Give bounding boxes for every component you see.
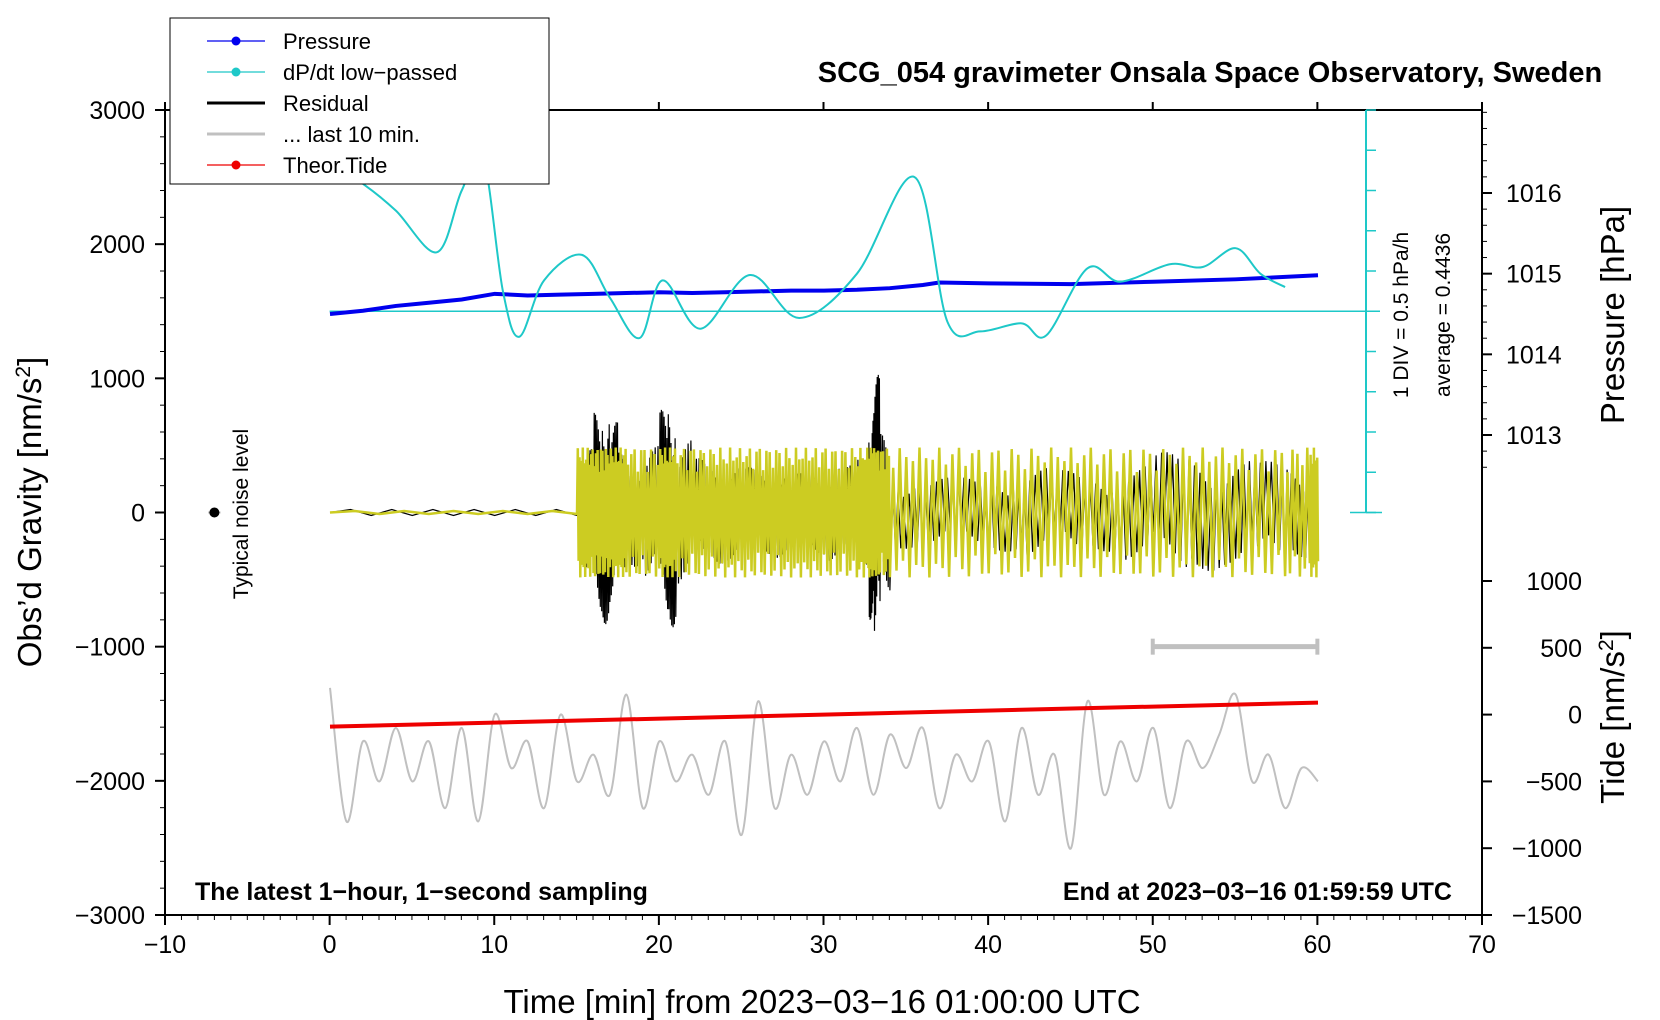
x-tick-label: 40 xyxy=(974,931,1002,959)
series-line--last-10-min- xyxy=(329,687,1319,850)
dpdt-scale-label: 1 DIV = 0.5 hPa/h xyxy=(1390,232,1413,398)
x-tick-label: 10 xyxy=(480,931,508,959)
y-tick-label: −1000 xyxy=(75,634,145,662)
y-tick-label: 2000 xyxy=(89,231,145,259)
tide-tick-label: −500 xyxy=(1526,768,1582,796)
noise-level-label: Typical noise level xyxy=(230,429,253,599)
dpdt-average-label: average = 0.4436 xyxy=(1432,233,1455,397)
x-axis-ticks: −10 0 10 20 30 40 50 60 70 xyxy=(144,102,1496,959)
y-axis-title-left: Obs’d Gravity [nm/s2] xyxy=(11,357,48,668)
tide-axis-ticks: 1000 500 0 −500 −1000 −1500 xyxy=(1482,568,1582,930)
legend-label: Residual xyxy=(283,91,369,116)
pressure-axis-ticks: 1016 1015 1014 1013 xyxy=(1482,111,1562,468)
legend-marker xyxy=(231,67,241,77)
legend-marker xyxy=(231,36,241,46)
footer-right-label: End at 2023−03−16 01:59:59 UTC xyxy=(1063,878,1452,906)
legend: Pressure dP/dt low−passed Residual ... last… xyxy=(169,17,550,185)
legend-marker xyxy=(231,160,241,170)
legend-label: Theor.Tide xyxy=(283,153,387,178)
tide-tick-label: 500 xyxy=(1540,635,1582,663)
y-axis-ticks: 3000 2000 1000 0 −1000 −2000 −3000 xyxy=(75,97,165,930)
data-series xyxy=(208,152,1320,850)
legend-label: dP/dt low−passed xyxy=(283,60,457,85)
x-tick-label: 60 xyxy=(1303,931,1331,959)
x-tick-label: 50 xyxy=(1139,931,1167,959)
pressure-tick-label: 1013 xyxy=(1506,422,1562,450)
y-tick-label: −2000 xyxy=(75,768,145,796)
x-tick-label: 30 xyxy=(810,931,838,959)
y-tick-label: 3000 xyxy=(89,97,145,125)
y-tick-label: 0 xyxy=(131,500,145,528)
tide-tick-label: −1000 xyxy=(1512,835,1582,863)
footer-left-label: The latest 1−hour, 1−second sampling xyxy=(195,878,648,906)
pressure-tick-label: 1016 xyxy=(1506,180,1562,208)
x-tick-label: 20 xyxy=(645,931,673,959)
x-tick-label: 70 xyxy=(1468,931,1496,959)
pressure-tick-label: 1014 xyxy=(1506,341,1562,369)
residual-filtered-line xyxy=(329,447,1320,578)
legend-box xyxy=(169,17,550,185)
y-tick-label: 1000 xyxy=(89,365,145,393)
series-line-pressure xyxy=(329,273,1319,316)
legend-label: ... last 10 min. xyxy=(283,122,420,147)
tide-tick-label: 1000 xyxy=(1526,568,1582,596)
y-axis-title-pressure: Pressure [hPa] xyxy=(1594,206,1631,424)
y-tick-label: −3000 xyxy=(75,902,145,930)
x-tick-label: 0 xyxy=(323,931,337,959)
chart-title: SCG_054 gravimeter Onsala Space Observat… xyxy=(818,57,1602,89)
tide-tick-label: −1500 xyxy=(1512,902,1582,930)
series-line-theor-tide xyxy=(329,700,1319,729)
noise-marker xyxy=(209,507,220,518)
pressure-tick-label: 1015 xyxy=(1506,261,1562,289)
legend-label: Pressure xyxy=(283,29,371,54)
dpdt-scale-axis xyxy=(329,109,1382,514)
tide-tick-label: 0 xyxy=(1568,702,1582,730)
x-tick-label: −10 xyxy=(144,931,186,959)
x-axis-title: Time [min] from 2023−03−16 01:00:00 UTC xyxy=(503,983,1140,1020)
y-axis-title-tide: Tide [nm/s2] xyxy=(1594,630,1631,804)
legend-items: Pressure dP/dt low−passed Residual ... last… xyxy=(207,29,457,178)
